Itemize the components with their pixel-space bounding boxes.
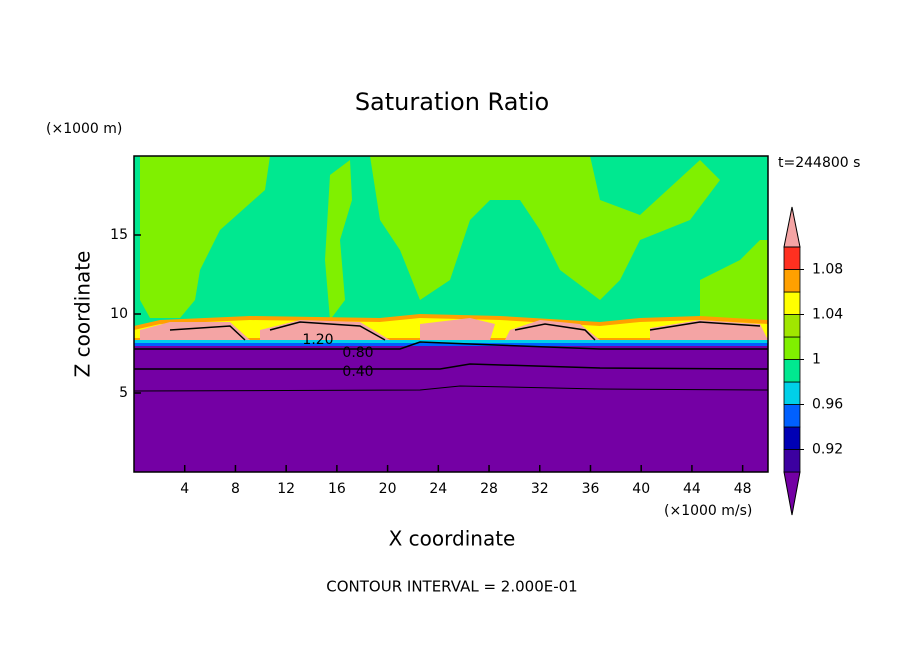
x-tick-label: 4 — [180, 481, 189, 497]
x-tick-label: 32 — [531, 481, 549, 497]
contour-line — [134, 341, 768, 350]
colorbar-label: 0.96 — [812, 397, 843, 413]
colorbar-label: 1.08 — [812, 262, 843, 278]
x-tick-label: 20 — [379, 481, 397, 497]
time-label: t=244800 s — [778, 155, 860, 171]
contour-label: 0.40 — [342, 364, 373, 380]
contour-label: 0.80 — [342, 345, 373, 361]
colorbar-box — [783, 336, 801, 360]
contour-line — [169, 321, 761, 341]
colorbar-box — [783, 269, 801, 293]
x-tick-label: 40 — [632, 481, 650, 497]
colorbar-box — [783, 426, 801, 450]
y-axis-label: Z coordinate — [71, 251, 95, 378]
field-patch — [700, 240, 768, 320]
colorbar-box — [783, 449, 801, 473]
x-tick-label: 28 — [480, 481, 498, 497]
colorbar-box — [783, 291, 801, 315]
contour-line — [133, 385, 769, 392]
field-patch — [140, 156, 270, 318]
x-tick-label: 12 — [277, 481, 295, 497]
chart-title: Saturation Ratio — [355, 88, 549, 116]
x-tick-label: 16 — [328, 481, 346, 497]
x-unit: (×1000 m/s) — [664, 503, 752, 519]
x-tick-label: 48 — [734, 481, 752, 497]
colorbar-box — [783, 314, 801, 338]
colorbar-low — [783, 471, 801, 516]
field-band — [134, 343, 768, 346]
x-tick-label: 36 — [582, 481, 600, 497]
y-tick-label: 10 — [110, 306, 128, 322]
contour-label: 1.20 — [302, 332, 333, 348]
field-patch — [370, 156, 720, 300]
y-tick-label: 5 — [119, 385, 128, 401]
colorbar-box — [783, 246, 801, 270]
colorbar-box — [783, 359, 801, 383]
colorbar-box — [783, 381, 801, 405]
x-axis-label: X coordinate — [389, 527, 516, 551]
field — [133, 156, 769, 472]
footer: CONTOUR INTERVAL = 2.000E-01 — [326, 578, 577, 596]
colorbar-label: 1.04 — [812, 307, 843, 323]
contour-line — [134, 363, 769, 370]
field-band — [134, 338, 768, 344]
colorbar-box — [783, 404, 801, 428]
colorbar-label: 0.92 — [812, 442, 843, 458]
x-tick-label: 8 — [231, 481, 240, 497]
x-tick-label: 24 — [429, 481, 447, 497]
y-tick-label: 15 — [110, 227, 128, 243]
colorbar-high — [783, 206, 801, 248]
y-unit: (×1000 m) — [46, 121, 122, 137]
x-tick-label: 44 — [683, 481, 701, 497]
field-patch — [325, 160, 352, 320]
colorbar-label: 1 — [812, 352, 821, 368]
